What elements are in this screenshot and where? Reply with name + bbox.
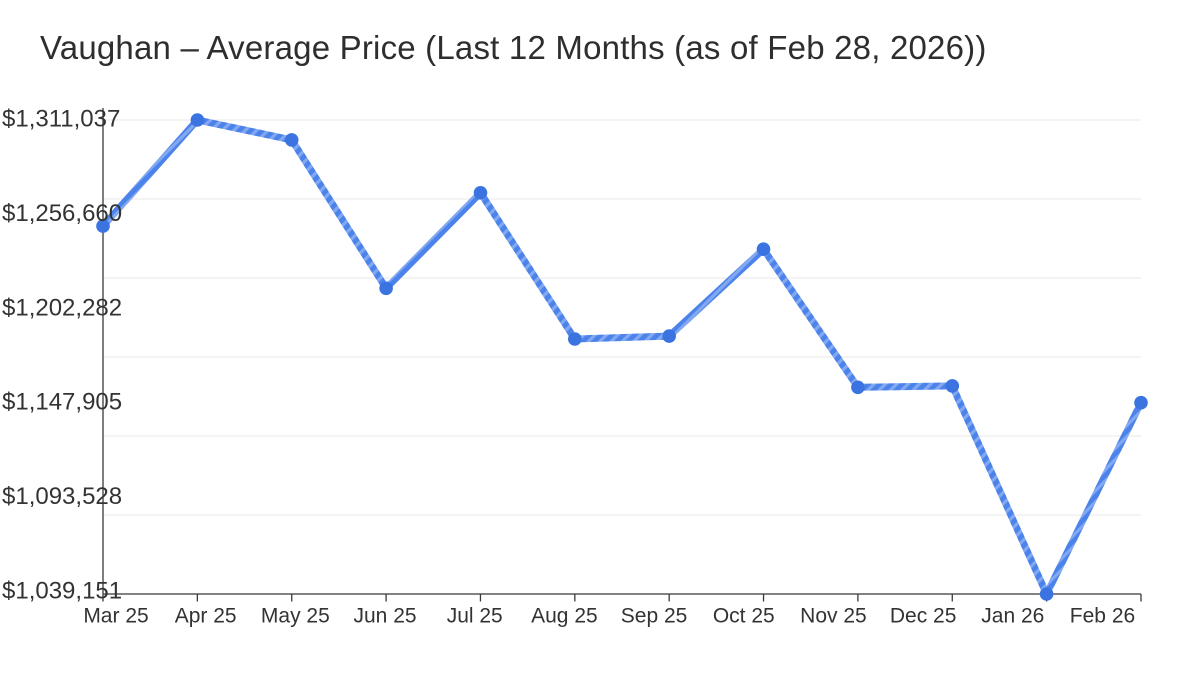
y-tick-labels: $1,311,037 $1,256,660 $1,202,282 $1,147,905… [2,106,122,605]
data-point [1134,395,1148,410]
y-tick-label: $1,093,528 [2,483,122,510]
x-tick-labels: Mar 25 Apr 25 May 25 Jun 25 Jul 25 Aug 25 Sep … [83,605,1135,628]
x-tick-label: Aug 25 [531,605,598,628]
y-tick-label: $1,311,037 [2,106,120,133]
data-point [662,329,676,343]
data-point [756,242,771,256]
data-point [96,219,110,233]
x-tick-label: Dec 25 [890,605,957,628]
x-tick-label: Jul 25 [447,605,503,628]
x-tick-label: Mar 25 [83,605,148,628]
chart-title: Vaughan – Average Price (Last 12 Months … [40,29,987,66]
x-tick-label: Oct 25 [713,605,775,628]
x-tick-label: Jan 26 [981,605,1044,628]
x-tick-label: Apr 25 [175,605,237,628]
y-tick-label: $1,256,660 [2,200,122,227]
data-point [945,379,960,393]
y-tick-label: $1,039,151 [2,578,122,605]
data-point [379,281,393,296]
data-point [190,113,205,127]
gridlines [103,119,1141,516]
x-tick-label: Sep 25 [621,605,688,628]
data-point [568,332,582,346]
data-point [1039,587,1054,601]
data-point [284,133,299,147]
x-tick-label: Feb 26 [1070,605,1135,628]
price-line [99,116,1145,598]
x-tick-label: May 25 [261,605,330,628]
y-tick-label: $1,147,905 [2,389,122,416]
data-points [96,113,1148,601]
data-point [473,186,488,200]
data-point [851,380,865,395]
axes [102,108,1142,602]
x-tick-label: Jun 25 [354,605,417,628]
y-tick-label: $1,202,282 [2,294,122,321]
x-tick-label: Nov 25 [800,605,867,628]
